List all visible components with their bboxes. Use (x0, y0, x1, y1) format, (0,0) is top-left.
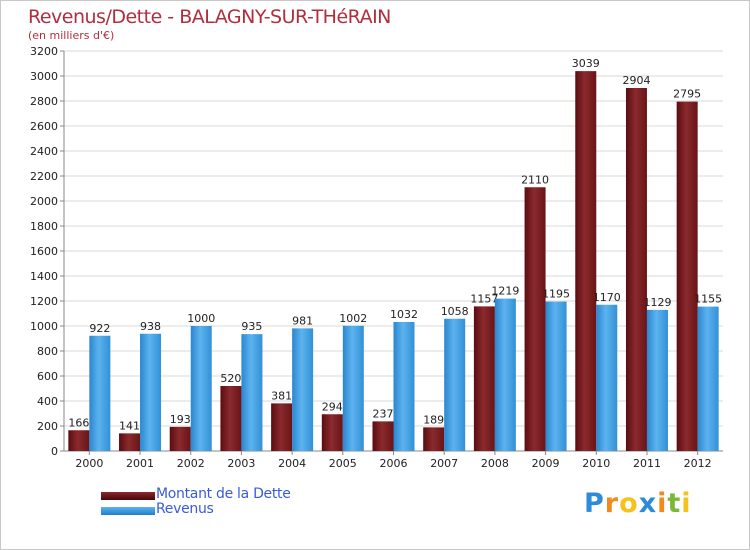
logo-letter: i (681, 488, 692, 519)
logo-letter: o (619, 488, 639, 519)
bar-revenus (697, 306, 719, 451)
y-tick-label: 600 (37, 370, 58, 383)
y-tick-label: 2400 (30, 145, 58, 158)
data-label-revenus: 1032 (390, 308, 418, 321)
x-tick-label: 2005 (329, 457, 357, 470)
data-label-revenus: 1058 (441, 305, 469, 318)
bar-dette (423, 427, 445, 451)
bar-revenus (190, 326, 212, 451)
x-tick-label: 2011 (633, 457, 661, 470)
data-label-dette: 294 (322, 400, 343, 413)
data-label-revenus: 981 (292, 314, 313, 327)
x-tick-label: 2002 (177, 457, 205, 470)
bar-dette (220, 386, 242, 451)
bar-revenus (444, 318, 466, 451)
x-tick-label: 2001 (126, 457, 154, 470)
data-label-dette: 3039 (572, 57, 600, 70)
data-label-dette: 2795 (673, 88, 701, 101)
data-label-dette: 237 (373, 407, 394, 420)
x-tick-label: 2006 (380, 457, 408, 470)
data-label-revenus: 1129 (643, 296, 671, 309)
y-tick-label: 1800 (30, 220, 58, 233)
data-label-dette: 2904 (622, 74, 650, 87)
bar-dette (575, 71, 597, 451)
x-tick-label: 2003 (227, 457, 255, 470)
x-tick-label: 2000 (75, 457, 103, 470)
y-tick-label: 400 (37, 395, 58, 408)
y-tick-label: 2000 (30, 195, 58, 208)
y-tick-label: 2600 (30, 120, 58, 133)
bar-revenus (646, 309, 668, 451)
logo-letter: r (604, 488, 620, 519)
y-tick-label: 2800 (30, 95, 58, 108)
y-tick-label: 1200 (30, 295, 58, 308)
logo-letter: P (584, 488, 605, 519)
data-label-revenus: 1170 (593, 291, 621, 304)
data-label-revenus: 922 (89, 322, 110, 335)
bar-dette (321, 414, 343, 451)
logo-letter: i (657, 488, 668, 519)
bar-revenus (494, 298, 516, 451)
bar-dette (119, 433, 141, 451)
legend-swatch-dette (101, 492, 155, 500)
data-label-dette: 520 (220, 372, 241, 385)
y-tick-label: 800 (37, 345, 58, 358)
bar-dette (169, 426, 191, 451)
x-tick-label: 2007 (430, 457, 458, 470)
data-label-revenus: 935 (241, 320, 262, 333)
x-tick-label: 2010 (582, 457, 610, 470)
y-tick-label: 0 (51, 445, 58, 458)
data-label-dette: 193 (170, 413, 191, 426)
chart-subtitle: (en milliers d'€) (28, 29, 115, 42)
data-label-revenus: 1219 (491, 285, 519, 298)
logo-letter: x (638, 488, 658, 519)
y-tick-label: 2200 (30, 170, 58, 183)
legend-label-dette: Montant de la Dette (156, 486, 291, 502)
bar-dette (473, 306, 495, 451)
proxiti-logo: Proxiti (584, 488, 692, 519)
x-tick-label: 2008 (481, 457, 509, 470)
data-label-dette: 141 (119, 419, 140, 432)
bar-revenus (393, 322, 415, 451)
bar-revenus (342, 325, 364, 451)
data-label-dette: 166 (68, 416, 89, 429)
bar-dette (372, 421, 394, 451)
data-label-dette: 189 (423, 413, 444, 426)
y-tick-label: 1000 (30, 320, 58, 333)
data-label-revenus: 1002 (339, 312, 367, 325)
x-tick-label: 2012 (684, 457, 712, 470)
bar-revenus (545, 301, 567, 451)
chart-title: Revenus/Dette - BALAGNY-SUR-THéRAIN (28, 6, 391, 28)
data-label-dette: 2110 (521, 173, 549, 186)
data-label-revenus: 1195 (542, 288, 570, 301)
data-label-revenus: 938 (140, 320, 161, 333)
y-tick-label: 200 (37, 420, 58, 433)
bar-revenus (140, 333, 162, 451)
y-tick-label: 3000 (30, 70, 58, 83)
bar-dette (676, 101, 698, 451)
bar-dette (625, 88, 647, 451)
bar-revenus (241, 334, 263, 451)
bar-dette (271, 403, 293, 451)
x-tick-label: 2004 (278, 457, 306, 470)
y-tick-label: 1600 (30, 245, 58, 258)
data-label-revenus: 1155 (694, 293, 722, 306)
bar-revenus (596, 304, 618, 451)
data-label-dette: 1157 (470, 292, 498, 305)
y-tick-label: 3200 (30, 45, 58, 58)
legend-label-revenus: Revenus (156, 501, 214, 517)
bar-dette (68, 430, 90, 451)
y-tick-label: 1400 (30, 270, 58, 283)
legend-swatch-revenus (101, 507, 155, 515)
data-label-revenus: 1000 (187, 312, 215, 325)
x-tick-label: 2009 (532, 457, 560, 470)
bar-dette (524, 187, 546, 451)
logo-letter: t (667, 488, 682, 519)
bar-revenus (89, 335, 111, 451)
data-label-dette: 381 (271, 389, 292, 402)
bar-revenus (292, 328, 314, 451)
